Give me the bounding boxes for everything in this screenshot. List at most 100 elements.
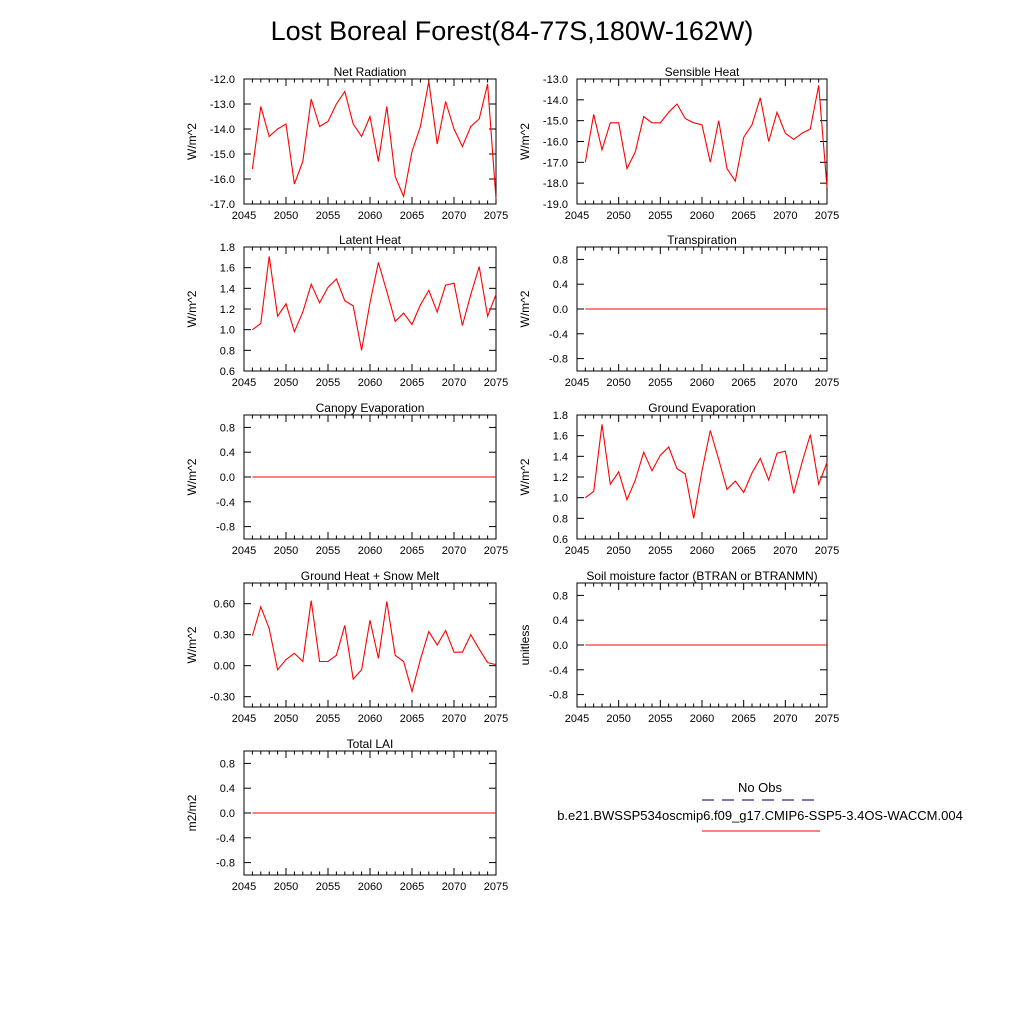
y-tick-label: -17.0 xyxy=(543,157,568,169)
panel-9: Total LAI m2/m2 2045 2050 2055 2060 2065 2070 20… xyxy=(185,737,508,893)
x-tick-label: 2065 xyxy=(400,545,424,557)
y-axis-label: m2/m2 xyxy=(185,794,199,831)
y-tick-label: -0.8 xyxy=(549,690,568,702)
y-tick-label: -14.0 xyxy=(210,124,235,136)
x-tick-label: 2075 xyxy=(815,210,839,222)
panel-title: Latent Heat xyxy=(339,233,402,247)
series-line xyxy=(584,424,828,519)
y-tick-label: -19.0 xyxy=(543,199,568,211)
panel-title: Total LAI xyxy=(347,737,394,751)
x-tick-label: 2045 xyxy=(232,377,256,389)
panel-6: Ground Evaporation W/m^2 2045 2050 2055 2060 2… xyxy=(518,401,839,557)
y-tick-label: -13.0 xyxy=(543,74,568,86)
panel-3: Latent Heat W/m^2 2045 2050 2055 2060 2065 2070… xyxy=(185,233,508,389)
series-line xyxy=(252,256,497,351)
x-tick-label: 2045 xyxy=(232,881,256,893)
x-tick-label: 2075 xyxy=(484,713,508,725)
y-tick-label: 0.00 xyxy=(214,661,235,673)
y-tick-label: 0.0 xyxy=(553,640,568,652)
x-tick-label: 2070 xyxy=(773,713,797,725)
x-tick-label: 2055 xyxy=(316,881,340,893)
x-tick-label: 2060 xyxy=(690,713,714,725)
y-axis-label: W/m^2 xyxy=(185,458,199,495)
x-tick-label: 2070 xyxy=(442,377,466,389)
y-tick-label: -13.0 xyxy=(210,99,235,111)
series-line xyxy=(251,81,497,200)
y-tick-label: 0.60 xyxy=(214,599,235,611)
y-axis-label: W/m^2 xyxy=(518,123,532,160)
y-tick-label: -0.30 xyxy=(210,692,235,704)
x-tick-label: 2055 xyxy=(648,210,672,222)
y-tick-label: -0.4 xyxy=(216,497,235,509)
y-axis-label: W/m^2 xyxy=(185,626,199,663)
y-tick-label: 0.30 xyxy=(214,630,235,642)
x-tick-label: 2050 xyxy=(606,713,630,725)
panel-5: Canopy Evaporation W/m^2 2045 2050 2055 2060 2… xyxy=(185,401,508,557)
x-tick-label: 2075 xyxy=(484,545,508,557)
x-tick-label: 2060 xyxy=(358,545,382,557)
x-tick-label: 2050 xyxy=(274,881,298,893)
x-tick-label: 2075 xyxy=(484,210,508,222)
x-tick-label: 2060 xyxy=(358,881,382,893)
x-tick-label: 2070 xyxy=(442,210,466,222)
panel-1: Net Radiation W/m^2 2045 2050 2055 2060 2065 20… xyxy=(185,65,508,222)
figure-title: Lost Boreal Forest(84-77S,180W-162W) xyxy=(271,16,754,46)
y-tick-label: 0.4 xyxy=(220,447,235,459)
panel-7: Ground Heat + Snow Melt W/m^2 2045 2050 2055… xyxy=(185,569,508,725)
x-tick-label: 2050 xyxy=(606,377,630,389)
y-tick-label: 0.8 xyxy=(553,590,568,602)
y-tick-label: -14.0 xyxy=(543,95,568,107)
y-tick-label: -0.8 xyxy=(549,354,568,366)
legend: No Obs b.e21.BWSSP534oscmip6.f09_g17.CMI… xyxy=(557,780,963,832)
y-tick-label: -12.0 xyxy=(210,74,235,86)
panels: Net Radiation W/m^2 2045 2050 2055 2060 2065 20… xyxy=(185,65,839,893)
panel-title: Transpiration xyxy=(667,233,737,247)
x-tick-label: 2055 xyxy=(316,713,340,725)
y-tick-label: 0.6 xyxy=(220,366,235,378)
y-axis-label: W/m^2 xyxy=(518,458,532,495)
y-tick-label: -15.0 xyxy=(543,116,568,128)
x-tick-label: 2065 xyxy=(400,881,424,893)
panel-title: Ground Evaporation xyxy=(648,401,755,415)
x-tick-label: 2065 xyxy=(731,377,755,389)
y-tick-label: 0.0 xyxy=(220,472,235,484)
x-tick-label: 2065 xyxy=(731,713,755,725)
x-tick-label: 2050 xyxy=(274,210,298,222)
x-tick-label: 2055 xyxy=(316,377,340,389)
x-tick-label: 2060 xyxy=(358,210,382,222)
y-axis-label: W/m^2 xyxy=(518,290,532,327)
x-tick-label: 2065 xyxy=(731,210,755,222)
x-tick-label: 2050 xyxy=(274,377,298,389)
y-tick-label: -16.0 xyxy=(210,174,235,186)
x-tick-label: 2075 xyxy=(815,713,839,725)
y-tick-label: 1.0 xyxy=(220,325,235,337)
x-tick-label: 2065 xyxy=(731,545,755,557)
y-tick-label: -0.4 xyxy=(216,833,235,845)
x-tick-label: 2060 xyxy=(358,713,382,725)
x-tick-label: 2065 xyxy=(400,210,424,222)
y-axis-label: W/m^2 xyxy=(185,290,199,327)
x-tick-label: 2060 xyxy=(690,210,714,222)
x-tick-label: 2060 xyxy=(690,377,714,389)
y-tick-label: 1.2 xyxy=(553,472,568,484)
y-tick-label: -16.0 xyxy=(543,137,568,149)
series-line xyxy=(251,600,497,694)
x-tick-label: 2070 xyxy=(773,210,797,222)
y-tick-label: 1.8 xyxy=(220,242,235,254)
y-tick-label: 1.6 xyxy=(553,431,568,443)
panel-title: Sensible Heat xyxy=(665,65,740,79)
y-axis-label: W/m^2 xyxy=(185,123,199,160)
y-tick-label: -0.8 xyxy=(216,522,235,534)
x-tick-label: 2055 xyxy=(648,545,672,557)
y-tick-label: 0.8 xyxy=(220,422,235,434)
x-tick-label: 2045 xyxy=(232,713,256,725)
x-tick-label: 2045 xyxy=(565,545,589,557)
y-tick-label: 0.8 xyxy=(220,345,235,357)
x-tick-label: 2055 xyxy=(648,377,672,389)
x-tick-label: 2075 xyxy=(484,377,508,389)
x-tick-label: 2070 xyxy=(442,545,466,557)
y-tick-label: 0.8 xyxy=(220,758,235,770)
y-axis-label: unitless xyxy=(518,625,532,666)
